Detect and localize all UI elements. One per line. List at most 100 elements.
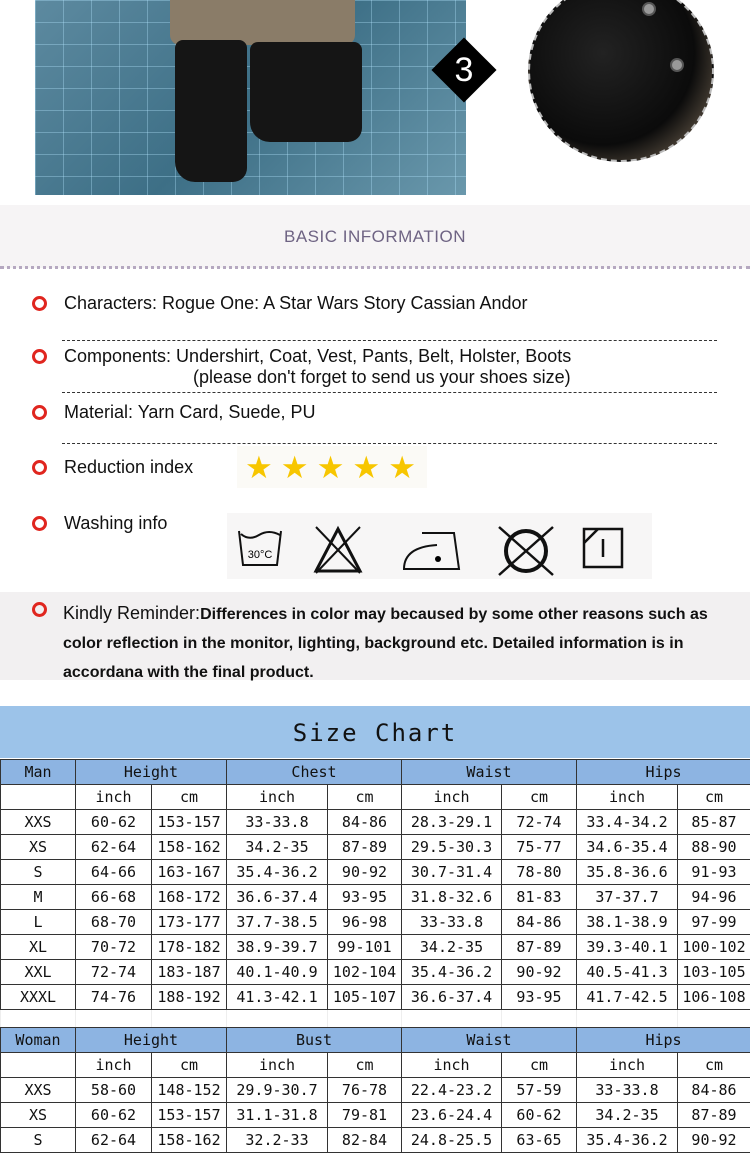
column-header: Hips <box>577 1028 750 1053</box>
size-label: L <box>1 910 76 935</box>
size-label: XXXL <box>1 985 76 1010</box>
table-cell: 94-96 <box>678 885 750 910</box>
unit-header: inch <box>402 785 502 810</box>
table-cell: 24.8-25.5 <box>402 1128 502 1153</box>
table-cell: 93-95 <box>328 885 402 910</box>
rivet <box>670 58 684 72</box>
table-cell: 60-62 <box>76 1103 152 1128</box>
unit-header: inch <box>76 1053 152 1078</box>
table-cell: 37.7-38.5 <box>227 910 328 935</box>
size-label: XS <box>1 835 76 860</box>
table-cell: 81-83 <box>502 885 577 910</box>
size-label: XXL <box>1 960 76 985</box>
no-tumble-dry-icon <box>495 525 557 577</box>
table-cell: 34.2-35 <box>402 935 502 960</box>
table-cell: 28.3-29.1 <box>402 810 502 835</box>
size-label: M <box>1 885 76 910</box>
column-header: Height <box>76 1028 227 1053</box>
table-cell: 178-182 <box>152 935 227 960</box>
boot-right <box>250 42 362 142</box>
bullet-icon <box>32 296 47 311</box>
svg-text:30°C: 30°C <box>248 549 273 561</box>
bullet-icon <box>32 405 47 420</box>
empty-cell <box>502 1010 577 1028</box>
reminder-box: Kindly Reminder:Differences in color may… <box>0 592 750 680</box>
table-cell: 183-187 <box>152 960 227 985</box>
table-cell: 66-68 <box>76 885 152 910</box>
info-washing: Washing info <box>30 513 167 534</box>
table-cell: 158-162 <box>152 1128 227 1153</box>
washing-label: Washing info <box>64 513 167 534</box>
table-cell: 173-177 <box>152 910 227 935</box>
table-cell: 153-157 <box>152 1103 227 1128</box>
info-material: Material: Yarn Card, Suede, PU <box>30 402 315 423</box>
info-reduction: Reduction index <box>30 457 193 478</box>
star-icon: ★ <box>352 450 380 484</box>
table-cell: 40.1-40.9 <box>227 960 328 985</box>
table-cell: 33.4-34.2 <box>577 810 678 835</box>
table-cell: 82-84 <box>328 1128 402 1153</box>
size-chart-title: Size Chart <box>0 706 750 758</box>
table-cell: 41.7-42.5 <box>577 985 678 1010</box>
no-bleach-icon <box>312 525 364 575</box>
table-cell: 33-33.8 <box>577 1078 678 1103</box>
unit-header: inch <box>577 785 678 810</box>
table-cell: 74-76 <box>76 985 152 1010</box>
table-cell: 31.8-32.6 <box>402 885 502 910</box>
table-cell: 87-89 <box>502 935 577 960</box>
table-cell: 72-74 <box>502 810 577 835</box>
table-cell: 168-172 <box>152 885 227 910</box>
table-cell: 96-98 <box>328 910 402 935</box>
product-photo-boots <box>35 0 466 195</box>
table-cell: 62-64 <box>76 1128 152 1153</box>
column-header: Waist <box>402 1028 577 1053</box>
table-cell: 93-95 <box>502 985 577 1010</box>
table-cell: 62-64 <box>76 835 152 860</box>
unit-header: cm <box>678 785 750 810</box>
table-cell: 87-89 <box>328 835 402 860</box>
table-cell: 106-108 <box>678 985 750 1010</box>
table-cell: 70-72 <box>76 935 152 960</box>
unit-header: cm <box>328 1053 402 1078</box>
material-text: Material: Yarn Card, Suede, PU <box>64 402 315 423</box>
dotted-divider <box>0 266 750 269</box>
table-cell: 41.3-42.1 <box>227 985 328 1010</box>
table-cell: 102-104 <box>328 960 402 985</box>
bullet-icon <box>32 349 47 364</box>
table-cell: 90-92 <box>502 960 577 985</box>
table-cell: 87-89 <box>678 1103 750 1128</box>
reminder-label: Kindly Reminder: <box>63 603 200 623</box>
column-header: Man <box>1 760 76 785</box>
components-text: Components: Undershirt, Coat, Vest, Pant… <box>64 346 571 366</box>
empty-cell <box>76 1010 152 1028</box>
info-characters: Characters: Rogue One: A Star Wars Story… <box>30 293 528 314</box>
rivet <box>642 2 656 16</box>
table-cell: 35.4-36.2 <box>402 960 502 985</box>
table-cell: 84-86 <box>328 810 402 835</box>
table-cell: 23.6-24.4 <box>402 1103 502 1128</box>
rating-stars: ★★★★★ <box>237 446 427 488</box>
step-badge: 3 <box>432 38 496 102</box>
table-cell: 29.5-30.3 <box>402 835 502 860</box>
table-cell: 58-60 <box>76 1078 152 1103</box>
empty-cell <box>577 1010 678 1028</box>
unit-header: cm <box>502 785 577 810</box>
table-cell: 153-157 <box>152 810 227 835</box>
dry-flat-icon <box>582 525 626 569</box>
unit-header: inch <box>227 1053 328 1078</box>
empty-cell <box>1 785 76 810</box>
table-cell: 63-65 <box>502 1128 577 1153</box>
table-cell: 75-77 <box>502 835 577 860</box>
table-cell: 37-37.7 <box>577 885 678 910</box>
table-cell: 38.9-39.7 <box>227 935 328 960</box>
detail-closeup-photo <box>528 0 714 162</box>
